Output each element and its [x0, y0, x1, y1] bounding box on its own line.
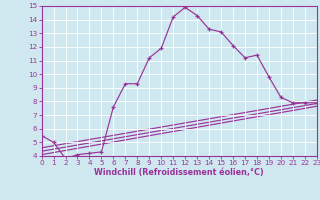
X-axis label: Windchill (Refroidissement éolien,°C): Windchill (Refroidissement éolien,°C): [94, 168, 264, 177]
